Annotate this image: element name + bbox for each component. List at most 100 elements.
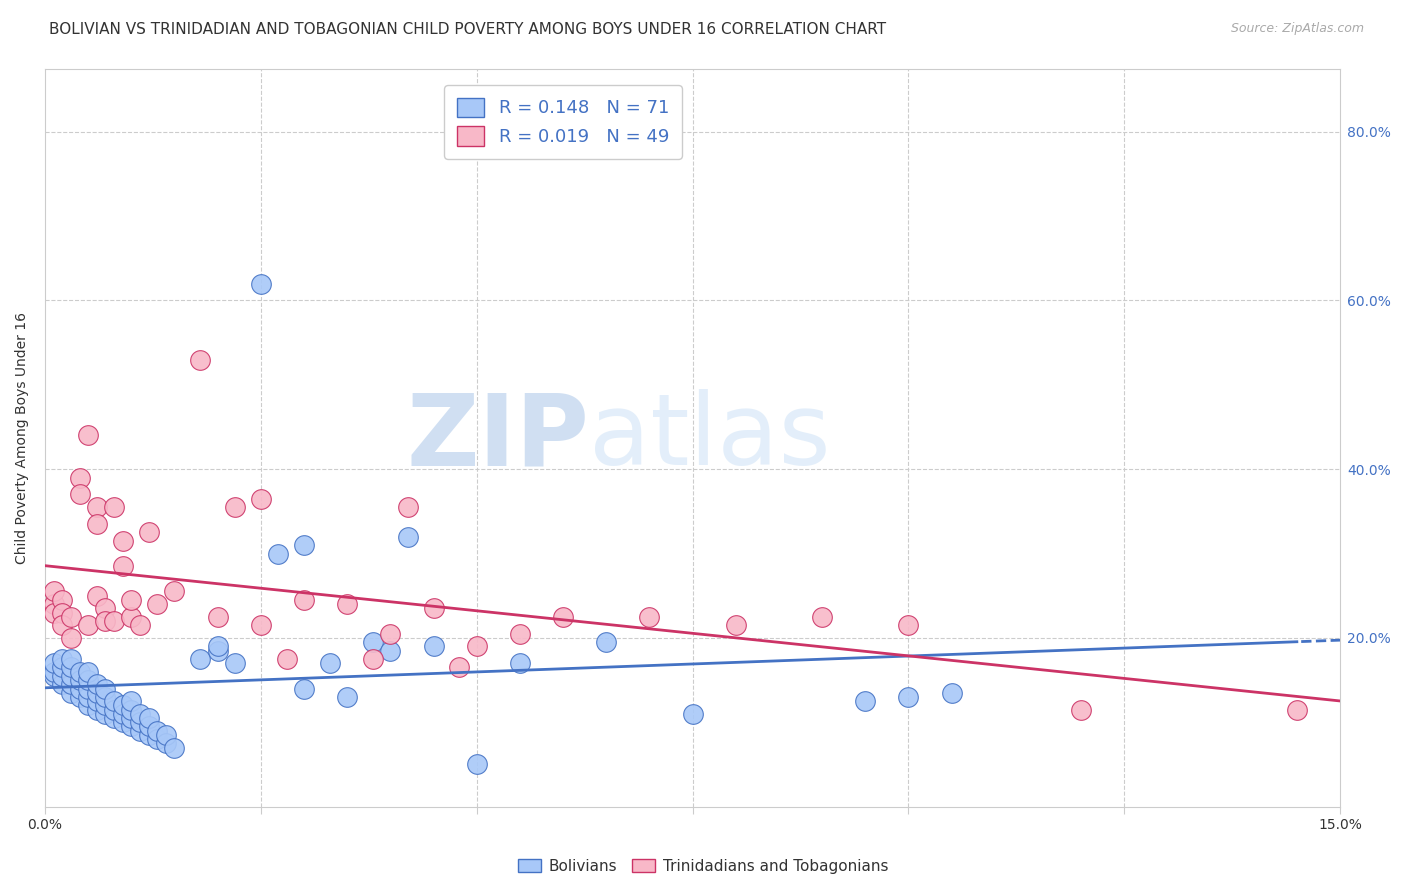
- Point: [361, 652, 384, 666]
- Point: [396, 530, 419, 544]
- Point: [129, 723, 152, 738]
- Point: [509, 656, 531, 670]
- Point: [551, 609, 574, 624]
- Point: [86, 516, 108, 531]
- Point: [120, 609, 142, 624]
- Point: [129, 618, 152, 632]
- Point: [638, 609, 661, 624]
- Text: ZIP: ZIP: [406, 389, 589, 486]
- Point: [292, 538, 315, 552]
- Point: [59, 609, 82, 624]
- Point: [267, 547, 290, 561]
- Point: [51, 593, 73, 607]
- Point: [77, 698, 100, 713]
- Point: [509, 626, 531, 640]
- Point: [146, 723, 169, 738]
- Point: [69, 681, 91, 696]
- Point: [120, 593, 142, 607]
- Point: [146, 732, 169, 747]
- Point: [51, 660, 73, 674]
- Point: [853, 694, 876, 708]
- Point: [69, 690, 91, 704]
- Point: [224, 656, 246, 670]
- Point: [120, 719, 142, 733]
- Point: [103, 614, 125, 628]
- Point: [86, 589, 108, 603]
- Point: [250, 491, 273, 506]
- Point: [190, 652, 212, 666]
- Legend: Bolivians, Trinidadians and Tobagonians: Bolivians, Trinidadians and Tobagonians: [512, 853, 894, 880]
- Point: [86, 500, 108, 515]
- Point: [51, 677, 73, 691]
- Point: [86, 677, 108, 691]
- Point: [103, 500, 125, 515]
- Point: [396, 500, 419, 515]
- Point: [292, 681, 315, 696]
- Point: [207, 643, 229, 657]
- Point: [51, 618, 73, 632]
- Point: [465, 757, 488, 772]
- Text: Source: ZipAtlas.com: Source: ZipAtlas.com: [1230, 22, 1364, 36]
- Point: [94, 706, 117, 721]
- Point: [94, 601, 117, 615]
- Legend: R = 0.148   N = 71, R = 0.019   N = 49: R = 0.148 N = 71, R = 0.019 N = 49: [444, 85, 682, 159]
- Point: [59, 652, 82, 666]
- Point: [86, 703, 108, 717]
- Point: [69, 470, 91, 484]
- Point: [51, 652, 73, 666]
- Point: [380, 643, 402, 657]
- Point: [724, 618, 747, 632]
- Point: [163, 584, 186, 599]
- Point: [207, 640, 229, 654]
- Point: [449, 660, 471, 674]
- Point: [111, 533, 134, 548]
- Point: [190, 352, 212, 367]
- Point: [138, 719, 160, 733]
- Point: [42, 584, 65, 599]
- Point: [224, 500, 246, 515]
- Point: [42, 665, 65, 679]
- Point: [595, 635, 617, 649]
- Point: [129, 706, 152, 721]
- Point: [811, 609, 834, 624]
- Point: [465, 640, 488, 654]
- Point: [422, 640, 444, 654]
- Point: [1070, 703, 1092, 717]
- Point: [51, 669, 73, 683]
- Point: [163, 740, 186, 755]
- Point: [897, 618, 920, 632]
- Point: [42, 597, 65, 611]
- Point: [111, 559, 134, 574]
- Point: [77, 673, 100, 687]
- Point: [336, 690, 359, 704]
- Point: [422, 601, 444, 615]
- Point: [897, 690, 920, 704]
- Point: [146, 597, 169, 611]
- Point: [94, 614, 117, 628]
- Point: [77, 681, 100, 696]
- Point: [42, 669, 65, 683]
- Point: [103, 694, 125, 708]
- Point: [103, 711, 125, 725]
- Text: atlas: atlas: [589, 389, 831, 486]
- Point: [42, 606, 65, 620]
- Point: [336, 597, 359, 611]
- Point: [69, 487, 91, 501]
- Point: [250, 277, 273, 291]
- Point: [94, 690, 117, 704]
- Point: [682, 706, 704, 721]
- Point: [59, 669, 82, 683]
- Point: [120, 711, 142, 725]
- Point: [59, 686, 82, 700]
- Point: [207, 609, 229, 624]
- Point: [51, 606, 73, 620]
- Point: [111, 715, 134, 730]
- Point: [1285, 703, 1308, 717]
- Point: [155, 728, 177, 742]
- Point: [111, 706, 134, 721]
- Point: [138, 711, 160, 725]
- Text: BOLIVIAN VS TRINIDADIAN AND TOBAGONIAN CHILD POVERTY AMONG BOYS UNDER 16 CORRELA: BOLIVIAN VS TRINIDADIAN AND TOBAGONIAN C…: [49, 22, 886, 37]
- Point: [941, 686, 963, 700]
- Point: [319, 656, 342, 670]
- Point: [42, 656, 65, 670]
